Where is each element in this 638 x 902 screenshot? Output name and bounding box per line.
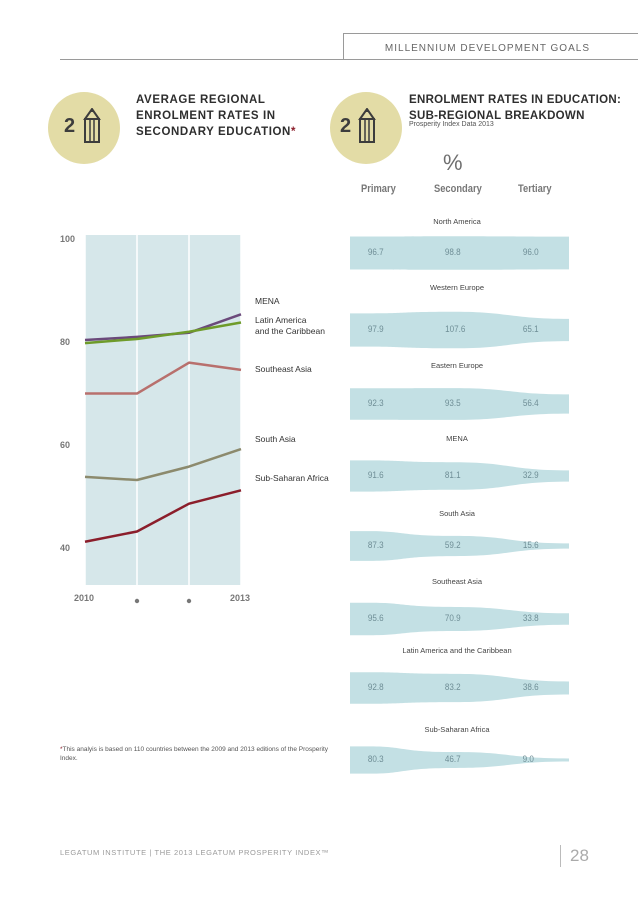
y-tick-label: 80: [60, 337, 71, 348]
value-label: 92.3: [367, 398, 384, 408]
series-label: MENA: [255, 296, 280, 306]
footer-text: LEGATUM INSTITUTE | THE 2013 LEGATUM PRO…: [60, 848, 330, 857]
pencil-icon: [83, 108, 101, 143]
series-label: Latin America and the Caribbean: [255, 315, 325, 337]
x-tick-label: 2013: [230, 593, 251, 603]
value-label: 98.8: [444, 247, 461, 257]
series-line-southeast-asia: [85, 361, 242, 395]
value-label: 32.9: [522, 470, 539, 480]
x-tick-dot: [134, 598, 140, 604]
value-label: 65.1: [522, 324, 539, 334]
value-label: 80.3: [367, 754, 384, 764]
value-label: 46.7: [444, 754, 461, 764]
column-header-primary: Primary: [361, 183, 396, 195]
header-rule: [60, 59, 638, 60]
enrolment-stream-2: [350, 388, 569, 420]
header-frame: [343, 33, 638, 60]
y-tick-label: 100: [60, 234, 76, 245]
value-label: 91.6: [367, 470, 384, 480]
region-label: South Asia: [439, 509, 475, 518]
value-label: 59.2: [444, 540, 461, 550]
region-label: Western Europe: [429, 283, 485, 292]
enrolment-stream-1: [350, 311, 569, 349]
series-label-line: and the Caribbean: [255, 326, 325, 336]
value-label: 93.5: [444, 398, 461, 408]
enrolment-stream-3: [350, 460, 569, 492]
series-label-line: Latin America: [255, 315, 307, 325]
percent-symbol: %: [443, 150, 463, 175]
value-label: 56.4: [522, 398, 539, 408]
value-label: 97.9: [367, 324, 384, 334]
enrolment-stream-6: [350, 672, 569, 704]
column-header-secondary: Secondary: [434, 183, 482, 195]
region-label: Sub-Saharan Africa: [424, 725, 490, 734]
value-label: 96.7: [367, 247, 384, 257]
value-label: 9.0: [522, 754, 534, 764]
section-badge-right: 2: [330, 92, 402, 164]
region-label: Eastern Europe: [430, 361, 484, 370]
y-tick-label: 40: [60, 542, 71, 553]
value-label: 87.3: [367, 540, 384, 550]
enrolment-stream-4: [350, 531, 569, 561]
section-badge-left: 2: [48, 92, 120, 164]
right-section-subtitle: Prosperity Index Data 2013: [409, 121, 494, 128]
column-header-tertiary: Tertiary: [518, 183, 552, 195]
enrolment-stream-0: [350, 236, 569, 270]
badge-number: 2: [340, 115, 352, 137]
x-tick-dot: [186, 598, 192, 604]
footer-divider: [560, 845, 561, 867]
series-line-latin-america-and-the-caribbean: [84, 321, 242, 345]
value-label: 95.6: [367, 613, 384, 623]
value-label: 107.6: [445, 324, 466, 334]
region-label: MENA: [446, 434, 468, 443]
value-label: 15.6: [522, 540, 539, 550]
y-tick-label: 60: [60, 440, 71, 451]
value-label: 81.1: [444, 470, 461, 480]
region-label: Latin America and the Caribbean: [402, 646, 512, 655]
series-line-south-asia: [84, 447, 242, 482]
series-line-sub-saharan-africa: [84, 489, 242, 543]
value-label: 83.2: [444, 682, 461, 692]
series-label: Southeast Asia: [255, 364, 312, 374]
value-label: 96.0: [522, 247, 539, 257]
page-number: 28: [570, 846, 589, 865]
enrolment-stream-7: [350, 746, 569, 774]
value-label: 33.8: [522, 613, 539, 623]
badge-number: 2: [64, 115, 76, 137]
enrolment-stream-5: [350, 602, 569, 636]
series-label: South Asia: [255, 434, 296, 444]
value-label: 38.6: [522, 682, 539, 692]
header-title: MILLENNIUM DEVELOPMENT GOALS: [384, 43, 590, 54]
x-tick-label: 2010: [74, 593, 95, 603]
series-label: Sub-Saharan Africa: [255, 473, 329, 483]
right-section-title: ENROLMENT RATES IN EDUCATION: SUB-REGION…: [409, 94, 622, 122]
region-label: Southeast Asia: [431, 577, 483, 586]
region-label: North America: [433, 217, 481, 226]
value-label: 70.9: [444, 613, 461, 623]
left-section-title: AVERAGE REGIONAL ENROLMENT RATES IN SECO…: [136, 94, 297, 138]
value-label: 92.8: [367, 682, 384, 692]
pencil-icon: [358, 108, 376, 143]
chart-plot-area: [85, 235, 241, 585]
footnote: *This analyis is based on 110 countries …: [60, 746, 328, 762]
